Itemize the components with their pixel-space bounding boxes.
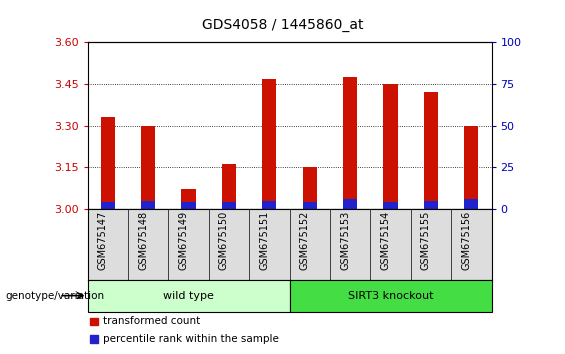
Text: transformed count: transformed count xyxy=(103,316,200,326)
Text: GSM675156: GSM675156 xyxy=(462,211,471,270)
Text: GSM675147: GSM675147 xyxy=(98,211,108,270)
Bar xyxy=(384,84,398,209)
Text: genotype/variation: genotype/variation xyxy=(6,291,105,301)
Bar xyxy=(222,202,236,209)
Bar xyxy=(262,79,276,209)
Bar xyxy=(141,126,155,209)
Bar xyxy=(464,126,479,209)
Bar xyxy=(141,201,155,209)
Bar xyxy=(343,199,357,209)
Bar xyxy=(303,202,317,209)
Bar xyxy=(90,335,98,343)
Bar xyxy=(101,118,115,209)
Bar xyxy=(303,167,317,209)
Bar xyxy=(343,77,357,209)
Text: GSM675149: GSM675149 xyxy=(179,211,189,270)
Text: GSM675150: GSM675150 xyxy=(219,211,229,270)
Text: GSM675148: GSM675148 xyxy=(138,211,148,270)
Bar xyxy=(424,201,438,209)
Bar xyxy=(262,201,276,209)
Bar xyxy=(290,280,492,312)
Text: GSM675151: GSM675151 xyxy=(259,211,270,270)
Bar xyxy=(101,202,115,209)
Bar xyxy=(222,165,236,209)
Text: GSM675155: GSM675155 xyxy=(421,211,431,270)
Text: GSM675153: GSM675153 xyxy=(340,211,350,270)
Bar xyxy=(424,92,438,209)
Bar xyxy=(181,189,195,209)
Bar xyxy=(464,199,479,209)
Bar xyxy=(88,280,290,312)
Bar xyxy=(181,202,195,209)
Bar xyxy=(90,318,98,325)
Text: GSM675152: GSM675152 xyxy=(300,211,310,270)
Text: percentile rank within the sample: percentile rank within the sample xyxy=(103,334,279,344)
Text: GDS4058 / 1445860_at: GDS4058 / 1445860_at xyxy=(202,18,363,32)
Bar xyxy=(384,202,398,209)
Text: GSM675154: GSM675154 xyxy=(381,211,390,270)
Text: wild type: wild type xyxy=(163,291,214,301)
Text: SIRT3 knockout: SIRT3 knockout xyxy=(348,291,433,301)
